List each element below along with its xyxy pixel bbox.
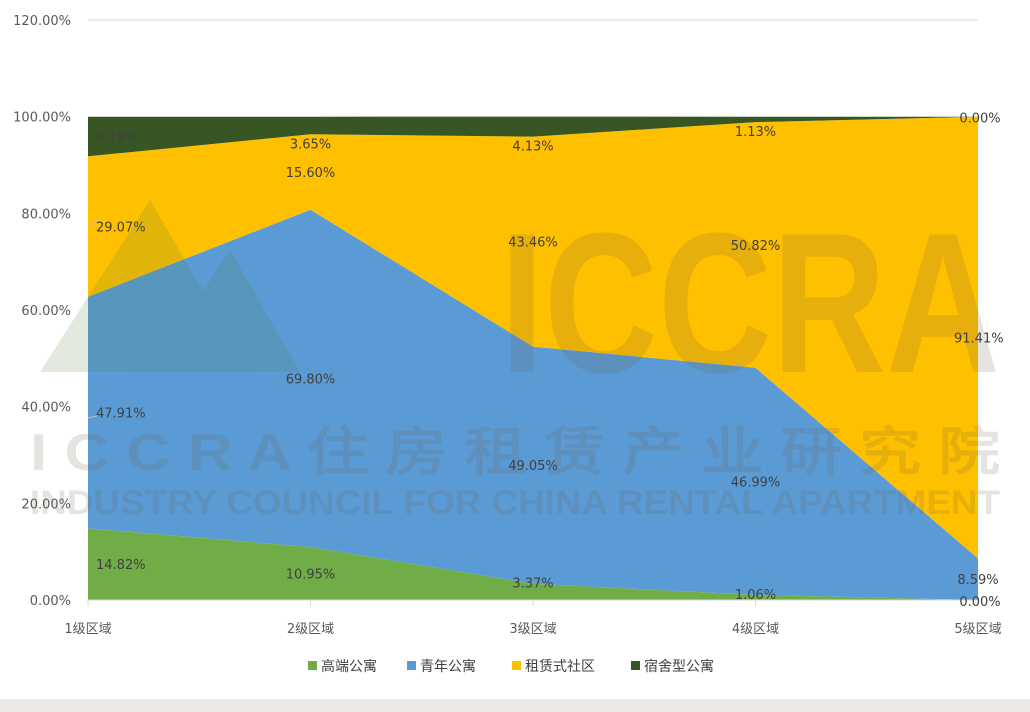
legend-swatch [512, 661, 521, 670]
axes: 0.00% 20.00% 40.00% 60.00% 80.00% 100.00% 120.… [13, 14, 1001, 637]
data-label: 3.37% [512, 577, 553, 592]
legend-swatch [308, 661, 317, 670]
watermark-line1: I C C R A 住 房 租 赁 产 业 研 究 院 [30, 424, 1000, 482]
iccra-watermark: ICCRA I C C R A 住 房 租 赁 产 业 研 究 院 INDUST… [30, 192, 1000, 522]
data-label: 69.80% [286, 372, 336, 387]
legend-swatch [631, 661, 640, 670]
legend-label: 租赁式社区 [525, 659, 595, 675]
legend-swatch [407, 661, 416, 670]
y-tick-label: 40.00% [21, 401, 71, 416]
data-label: 8.19% [96, 131, 137, 146]
area-series-1 [88, 528, 978, 600]
y-tick-label: 80.00% [21, 207, 71, 222]
data-label: 46.99% [731, 475, 781, 490]
area-series-4 [88, 116, 978, 157]
data-label: 4.13% [512, 140, 553, 155]
chart-legend: 高端公寓 青年公寓 租赁式社区 宿舍型公寓 [308, 658, 714, 675]
data-label: 49.05% [508, 459, 558, 474]
leader-line [87, 216, 101, 229]
data-label: 8.59% [957, 573, 998, 588]
y-tick-label: 60.00% [21, 304, 71, 319]
data-label: 1.13% [735, 125, 776, 140]
data-label: 14.82% [96, 558, 146, 573]
chart-areas [88, 116, 978, 600]
y-tick-label: 120.00% [13, 14, 71, 29]
data-label: 0.00% [959, 112, 1000, 127]
data-label: 50.82% [731, 239, 781, 254]
data-label: 0.00% [959, 595, 1000, 610]
x-tick-label: 1级区域 [64, 622, 111, 637]
leader-line [87, 415, 98, 419]
data-label: 91.41% [954, 332, 1004, 347]
watermark-logo-text: ICCRA [500, 192, 1000, 415]
data-label: 43.46% [508, 236, 558, 251]
data-label: 1.06% [735, 588, 776, 603]
watermark-logo-mark [40, 200, 250, 372]
data-label: 15.60% [286, 166, 336, 181]
x-tick-label: 3级区域 [509, 622, 556, 637]
y-tick-label: 20.00% [21, 497, 71, 512]
y-tick-label: 0.00% [30, 594, 71, 609]
x-tick-label: 5级区域 [954, 622, 1001, 637]
data-label: 29.07% [96, 221, 146, 236]
legend-label: 高端公寓 [321, 658, 377, 675]
legend-label: 青年公寓 [420, 658, 476, 675]
data-label: 47.91% [96, 407, 146, 422]
x-tick-label: 2级区域 [287, 622, 334, 637]
area-series-2 [88, 209, 978, 600]
bottom-strip [0, 699, 1030, 712]
x-tick-label: 4级区域 [732, 622, 779, 637]
area-series-3 [88, 116, 978, 559]
data-label: 3.65% [290, 137, 331, 152]
data-label: 10.95% [286, 568, 336, 583]
legend-label: 宿舍型公寓 [644, 658, 714, 675]
data-labels: 14.82% 10.95% 3.37% 1.06% 0.00% 47.91% 69.80% 4… [87, 112, 1004, 610]
watermark-logo-mark-inner [150, 250, 300, 372]
watermark-line2: INDUSTRY COUNCIL FOR CHINA RENTAL APARTM… [30, 484, 1000, 522]
y-tick-label: 100.00% [13, 111, 71, 126]
